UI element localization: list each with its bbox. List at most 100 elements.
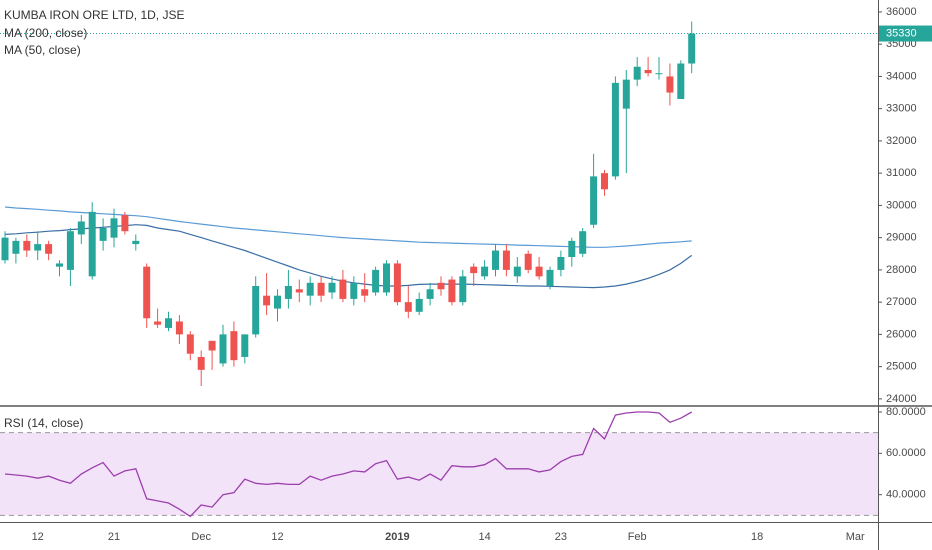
candle-body bbox=[165, 318, 172, 328]
candle-body bbox=[339, 279, 347, 299]
candle-body bbox=[535, 266, 543, 277]
candle-body bbox=[437, 282, 445, 290]
candle-body bbox=[579, 231, 587, 254]
candle-body bbox=[34, 244, 42, 251]
candle-body bbox=[655, 73, 663, 75]
x-tick-label: Dec bbox=[191, 531, 211, 543]
y-tick-label: 60.0000 bbox=[886, 447, 926, 459]
y-tick-label: 34000 bbox=[886, 70, 917, 82]
candle-body bbox=[274, 295, 281, 309]
candle-body bbox=[470, 266, 478, 274]
candle-body bbox=[557, 256, 565, 270]
last-price-label: 35330 bbox=[886, 27, 917, 39]
chart-title: KUMBA IRON ORE LTD, 1D, JSE bbox=[4, 8, 184, 22]
candle-body bbox=[448, 279, 456, 303]
x-tick-label: 2019 bbox=[385, 531, 409, 543]
y-tick-label: 36000 bbox=[886, 6, 917, 18]
marks-layer bbox=[0, 21, 878, 518]
y-tick-label: 32000 bbox=[886, 135, 917, 147]
candle-body bbox=[666, 76, 674, 93]
candle-body bbox=[459, 276, 467, 303]
candle-body bbox=[513, 266, 521, 277]
candle-body bbox=[295, 289, 303, 293]
candle-body bbox=[492, 250, 499, 270]
candle-body bbox=[611, 82, 619, 177]
candle-body bbox=[622, 79, 630, 109]
x-tick-label: Mar bbox=[846, 531, 865, 543]
last-price-box bbox=[879, 25, 932, 42]
candle-body bbox=[143, 266, 151, 319]
moving-average-line bbox=[4, 224, 693, 289]
background-layer bbox=[0, 432, 878, 516]
candle-body bbox=[77, 221, 85, 235]
y-tick-label: 80.0000 bbox=[886, 406, 926, 418]
candle-body bbox=[404, 302, 412, 312]
candle-body bbox=[252, 286, 260, 335]
rsi-line bbox=[4, 411, 693, 518]
candle-body bbox=[56, 263, 63, 267]
y-tick-label: 28000 bbox=[886, 264, 917, 276]
candle-body bbox=[677, 63, 685, 99]
candle-body bbox=[601, 173, 608, 190]
rsi-title: RSI (14, close) bbox=[4, 416, 83, 430]
legend-entry: MA (200, close) bbox=[4, 26, 87, 40]
y-tick-label: 27000 bbox=[886, 296, 917, 308]
candle-body bbox=[1, 237, 9, 261]
candle-body bbox=[481, 266, 489, 277]
candle-body bbox=[306, 282, 314, 296]
candle-body bbox=[66, 231, 74, 270]
y-tick-label: 31000 bbox=[886, 167, 917, 179]
candle-body bbox=[186, 334, 194, 354]
candle-body bbox=[568, 240, 576, 257]
candle-body bbox=[132, 240, 140, 245]
candle-body bbox=[154, 321, 162, 325]
rsi-band bbox=[0, 432, 878, 516]
candle-body bbox=[284, 286, 292, 299]
candle-body bbox=[317, 282, 325, 296]
candle-body bbox=[110, 218, 118, 238]
candle-body bbox=[12, 240, 20, 254]
y-tick-label: 30000 bbox=[886, 199, 917, 211]
axis-layer: 24000 25000 26000 27000 28000 29000 30000 31000… bbox=[32, 6, 932, 543]
candle-body bbox=[372, 269, 380, 293]
y-tick-label: 26000 bbox=[886, 328, 917, 340]
candle-body bbox=[415, 298, 423, 312]
y-tick-label: 40.0000 bbox=[886, 489, 926, 501]
candle-body bbox=[546, 269, 554, 287]
y-tick-label: 25000 bbox=[886, 361, 917, 373]
candle-body bbox=[197, 356, 205, 370]
candle-body bbox=[230, 331, 238, 361]
y-tick-label: 33000 bbox=[886, 103, 917, 115]
x-tick-label: 21 bbox=[108, 531, 120, 543]
moving-average-line bbox=[4, 206, 692, 248]
candle-body bbox=[393, 263, 401, 303]
candle-body bbox=[121, 215, 129, 232]
candle-body bbox=[633, 66, 641, 80]
candle-body bbox=[350, 282, 358, 299]
candle-body bbox=[688, 33, 696, 64]
candle-body bbox=[263, 295, 271, 306]
candle-body bbox=[45, 244, 53, 254]
candle-body bbox=[241, 334, 249, 357]
candle-body bbox=[361, 289, 369, 296]
candle-body bbox=[23, 240, 31, 251]
x-tick-label: 14 bbox=[478, 531, 490, 543]
candle-body bbox=[426, 289, 434, 299]
x-tick-label: 12 bbox=[32, 531, 44, 543]
candle-body bbox=[88, 211, 96, 277]
candle-body bbox=[99, 227, 107, 241]
x-tick-label: Feb bbox=[628, 531, 647, 543]
y-tick-label: 29000 bbox=[886, 232, 917, 244]
y-tick-label: 24000 bbox=[886, 393, 917, 405]
candle-body bbox=[175, 321, 183, 335]
candle-body bbox=[644, 69, 652, 74]
legend-entry: MA (50, close) bbox=[4, 43, 81, 57]
x-tick-label: 18 bbox=[751, 531, 763, 543]
candle-body bbox=[590, 176, 598, 225]
candle-body bbox=[219, 334, 227, 364]
candle-body bbox=[328, 282, 336, 293]
x-tick-label: 12 bbox=[271, 531, 283, 543]
candle-body bbox=[383, 263, 390, 293]
